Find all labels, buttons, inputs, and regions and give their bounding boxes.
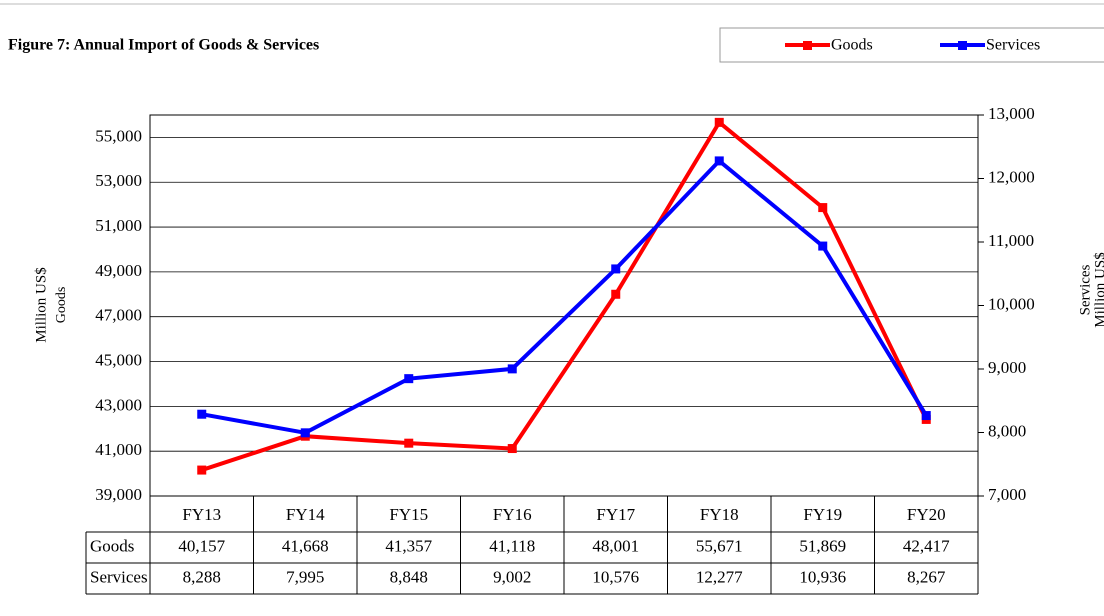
point-marker: [818, 241, 828, 251]
point-marker: [714, 117, 724, 127]
y-tick-label: 53,000: [95, 171, 142, 190]
table-cell: 55,671: [696, 536, 743, 555]
y-tick-label: 55,000: [95, 126, 142, 145]
x-tick-label: FY16: [493, 505, 532, 524]
x-tick-label: FY19: [803, 505, 842, 524]
table-cell: 8,848: [390, 567, 428, 586]
point-marker: [611, 289, 621, 299]
legend-marker: [958, 41, 967, 50]
table-cell: 41,118: [489, 536, 535, 555]
point-marker: [507, 364, 517, 374]
y-tick-label: 49,000: [95, 261, 142, 280]
table-cell: 10,576: [592, 567, 639, 586]
table-cell: 10,936: [799, 567, 846, 586]
x-tick-label: FY15: [389, 505, 428, 524]
x-tick-label: FY17: [596, 505, 635, 524]
y-axis-label: Million US$: [33, 267, 49, 343]
y2-tick-label: 8,000: [988, 421, 1026, 440]
series-line: [201, 158, 928, 435]
y2-tick-label: 9,000: [988, 358, 1026, 377]
point-marker: [197, 465, 207, 475]
table-cell: 41,357: [385, 536, 432, 555]
legend-label: Services: [986, 37, 1040, 54]
point-marker: [404, 374, 414, 384]
y-tick-label: 51,000: [95, 216, 142, 235]
y2-tick-label: 12,000: [988, 167, 1035, 186]
y-tick-label: 39,000: [95, 485, 142, 504]
series-line: [201, 119, 929, 472]
y-tick-label: 47,000: [95, 306, 142, 325]
point-marker: [197, 409, 207, 419]
point-marker: [818, 203, 828, 213]
x-tick-label: FY18: [700, 505, 739, 524]
point-marker: [300, 428, 310, 438]
point-marker: [714, 156, 724, 166]
plot-area: [149, 114, 979, 497]
table-cell: 51,869: [799, 536, 846, 555]
point-marker: [507, 444, 517, 454]
y2-axis-label: Services: [1077, 264, 1093, 315]
legend-box: [719, 27, 1104, 63]
x-tick-label: FY13: [182, 505, 221, 524]
table-row-label: Goods: [90, 536, 134, 555]
y-tick-label: 41,000: [95, 440, 142, 459]
y2-axis-sublabel: Million US$: [1092, 252, 1104, 328]
point-marker: [404, 438, 414, 448]
legend-marker: [803, 41, 812, 50]
table-cell: 48,001: [592, 536, 639, 555]
table-cell: 40,157: [178, 536, 225, 555]
table-cell: 12,277: [696, 567, 743, 586]
table-cell: 7,995: [286, 567, 324, 586]
y2-tick-label: 11,000: [988, 231, 1034, 250]
y-axis-sublabel: Goods: [54, 287, 69, 324]
legend-label: Goods: [831, 37, 873, 54]
table-cell: 8,267: [907, 567, 946, 586]
y2-tick-label: 13,000: [988, 104, 1035, 123]
table-row-label: Services: [90, 567, 148, 586]
y2-tick-label: 7,000: [988, 485, 1026, 504]
point-marker: [611, 264, 621, 274]
y-tick-label: 45,000: [95, 350, 142, 369]
y2-tick-label: 10,000: [988, 294, 1035, 313]
table-cell: 9,002: [493, 567, 531, 586]
chart-title: Figure 7: Annual Import of Goods & Servi…: [8, 37, 319, 54]
table-cell: 8,288: [183, 567, 221, 586]
table-cell: 41,668: [282, 536, 329, 555]
point-marker: [921, 411, 931, 421]
x-tick-label: FY20: [907, 505, 946, 524]
y-tick-label: 43,000: [95, 395, 142, 414]
x-tick-label: FY14: [286, 505, 325, 524]
table-cell: 42,417: [903, 536, 950, 555]
